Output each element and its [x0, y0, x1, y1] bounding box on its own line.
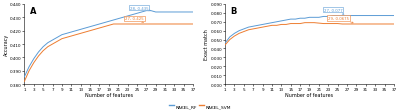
Y-axis label: Exact match: Exact match [204, 29, 209, 60]
Text: 27, 0.077: 27, 0.077 [324, 9, 344, 15]
Y-axis label: Accuracy: Accuracy [4, 34, 8, 56]
Text: 27, 0.425: 27, 0.425 [125, 17, 144, 23]
Legend: RAKEL_RF, RAKEL_SVM: RAKEL_RF, RAKEL_SVM [167, 102, 233, 110]
X-axis label: Number of features: Number of features [85, 92, 133, 97]
X-axis label: Number of features: Number of features [286, 92, 334, 97]
Text: 29, 0.0675: 29, 0.0675 [328, 17, 353, 24]
Text: B: B [230, 7, 236, 16]
Text: 28, 0.435: 28, 0.435 [130, 7, 150, 12]
Text: A: A [30, 7, 36, 16]
